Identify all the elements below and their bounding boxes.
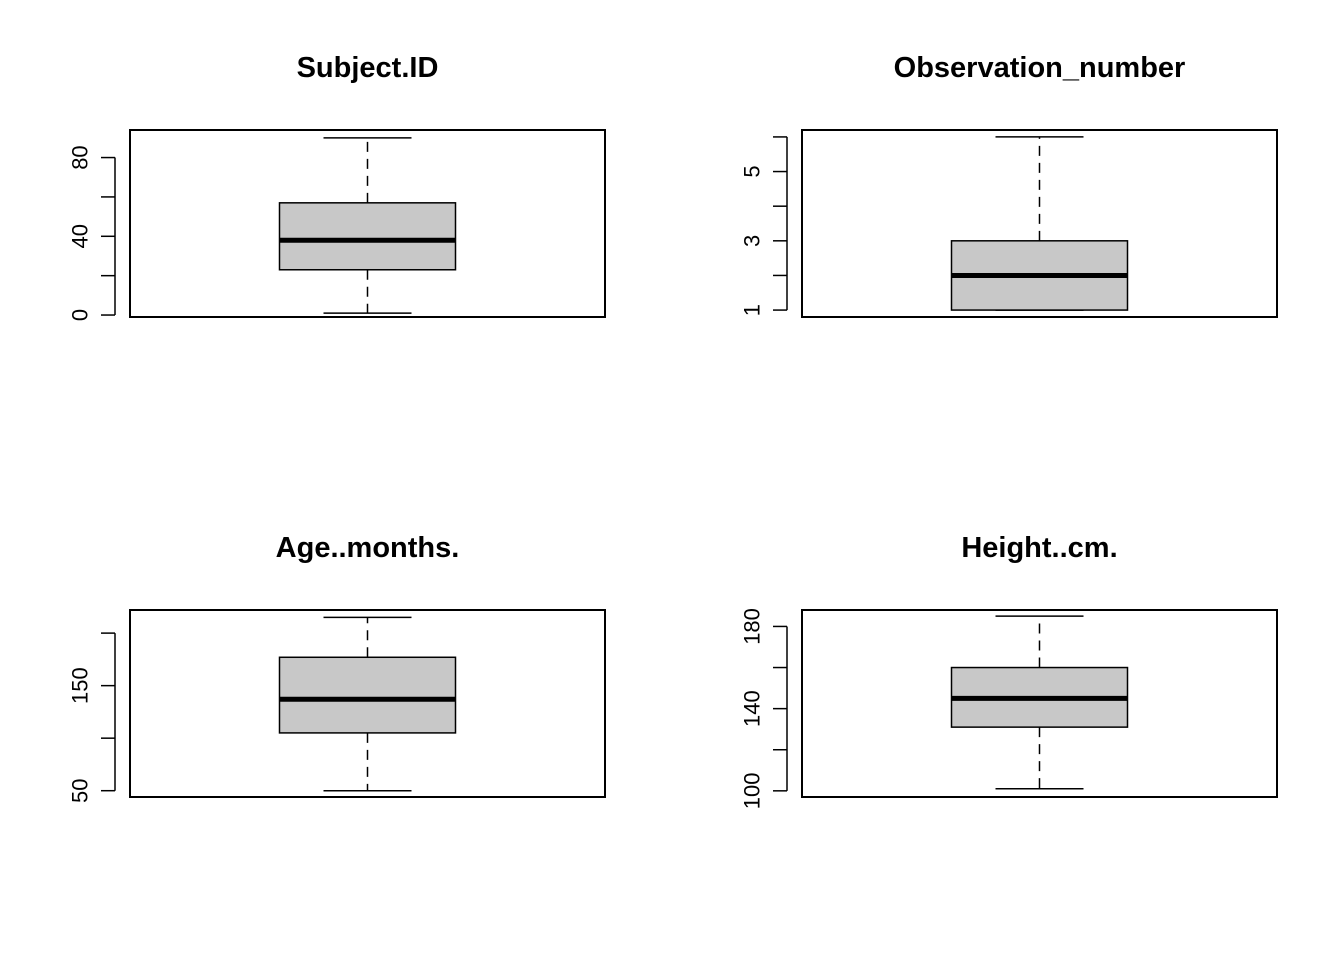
- plot-frame: [129, 129, 606, 318]
- y-tick-label: 3: [740, 235, 765, 247]
- y-tick-label: 180: [740, 608, 765, 645]
- boxplot-panel: Observation_number 1 3 5: [740, 52, 1278, 318]
- plot-frame: [801, 129, 1278, 318]
- panel-title: Age..months.: [276, 532, 460, 564]
- iqr-box: [278, 202, 457, 271]
- y-tick-label: 40: [68, 224, 93, 248]
- y-tick-label: 0: [68, 309, 93, 321]
- boxplot-panel: Age..months. 50 150: [68, 532, 606, 803]
- y-tick-label: 1: [740, 304, 765, 316]
- plot-frame: [801, 609, 1278, 798]
- y-tick-label: 80: [68, 145, 93, 169]
- y-tick-label: 100: [740, 772, 765, 809]
- y-tick-label: 150: [68, 667, 93, 704]
- boxplot-panel: Height..cm. 100 140 180: [740, 532, 1278, 809]
- y-tick-label: 5: [740, 165, 765, 177]
- panel-title: Observation_number: [894, 52, 1186, 84]
- plot-frame: [129, 609, 606, 798]
- y-tick-label: 140: [740, 690, 765, 727]
- panel-title: Subject.ID: [297, 52, 439, 84]
- boxplot-panel: Subject.ID 0 40 80: [68, 52, 606, 321]
- iqr-box: [278, 656, 457, 734]
- panel-title: Height..cm.: [961, 532, 1117, 564]
- y-tick-label: 50: [68, 778, 93, 802]
